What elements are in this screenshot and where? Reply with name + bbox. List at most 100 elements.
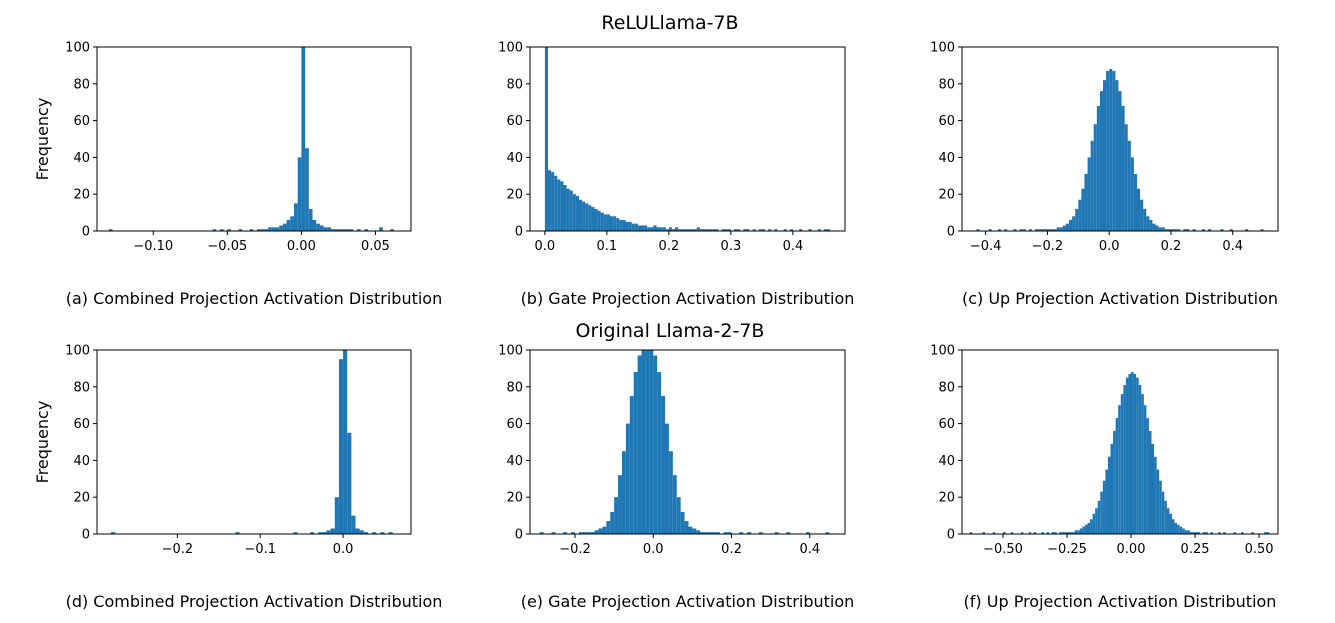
histogram-bar — [1146, 418, 1149, 534]
y-tick-label: 20 — [938, 188, 955, 203]
histogram-bar — [1171, 519, 1175, 534]
y-tick-label: 20 — [506, 188, 523, 203]
histogram-bar — [1245, 229, 1249, 231]
histogram-bar — [621, 451, 626, 534]
histogram-bar — [1035, 229, 1039, 231]
histogram-bar — [316, 223, 320, 231]
y-tick-label: 20 — [938, 491, 955, 506]
histogram-bar — [1136, 188, 1141, 231]
histogram-bar — [388, 532, 393, 534]
histogram-bar — [633, 372, 638, 534]
histogram-bar — [563, 185, 567, 231]
histogram-bar — [342, 229, 346, 231]
histogram-bar — [1100, 491, 1103, 534]
histogram-bar — [659, 227, 663, 231]
panel-caption: (c) Up Projection Activation Distributio… — [962, 289, 1278, 308]
x-tick-label: 0.25 — [1181, 542, 1210, 557]
histogram-bar — [1084, 173, 1088, 231]
histogram-bar — [297, 157, 302, 231]
histogram-bar — [680, 511, 685, 534]
histogram-bar — [805, 532, 810, 534]
histogram-bar — [305, 148, 309, 231]
histogram-bar — [671, 229, 676, 231]
y-tick-label: 0 — [947, 225, 955, 240]
histogram-bar — [1186, 229, 1190, 231]
histogram-bar — [1002, 532, 1006, 534]
histogram-bar — [649, 350, 654, 534]
histogram-bar — [681, 229, 685, 231]
histogram-bar — [547, 170, 552, 231]
histogram-bar — [1118, 91, 1122, 231]
histogram-bar — [743, 229, 747, 231]
histogram-bar — [1120, 394, 1124, 534]
y-tick-label: 20 — [73, 491, 90, 506]
axes-frame — [961, 349, 1279, 535]
histogram-bar — [330, 528, 335, 534]
bars — [539, 350, 830, 534]
histogram-bar — [727, 229, 731, 231]
x-tick-label: −0.2 — [162, 542, 194, 557]
histogram-bar — [1201, 229, 1205, 231]
histogram-bar — [1148, 430, 1152, 534]
histogram-bar — [672, 475, 677, 534]
histogram-bar — [746, 229, 750, 231]
histogram-bar — [1062, 225, 1066, 231]
histogram-bar — [1266, 532, 1270, 534]
histogram-bar — [1218, 532, 1221, 534]
histogram-bar — [625, 221, 629, 231]
histogram-bar — [706, 229, 710, 231]
histogram-bar — [634, 223, 638, 231]
histogram-bar — [569, 190, 573, 231]
histogram-bar — [1051, 532, 1055, 534]
x-tick-label: 0.2 — [721, 542, 742, 557]
histogram-bar — [619, 219, 623, 231]
histogram-bar — [256, 229, 261, 231]
histogram-bar — [1124, 124, 1128, 231]
y-tick-label: 100 — [65, 41, 90, 56]
bars — [111, 350, 393, 534]
histogram-bar — [1041, 532, 1044, 534]
axes-frame — [529, 46, 846, 232]
y-tick-label: 40 — [506, 151, 523, 166]
y-tick-label: 80 — [506, 380, 523, 395]
histogram-bar — [817, 229, 821, 231]
histogram-bar — [1046, 532, 1050, 534]
y-tick-label: 100 — [930, 344, 955, 359]
histogram-bar — [774, 229, 778, 231]
histogram-bar — [1127, 140, 1131, 231]
histogram-bar — [578, 532, 583, 534]
histogram-bar — [1241, 532, 1244, 534]
histogram-bar — [1107, 456, 1111, 534]
histogram-bar — [976, 229, 980, 231]
histogram-bar — [1167, 229, 1171, 231]
histogram-bar — [1020, 532, 1024, 534]
title-bottom: Original Llama-2-7B — [576, 320, 765, 342]
histogram-bar — [641, 350, 646, 534]
y-tick-label: 80 — [506, 77, 523, 92]
histogram-bar — [739, 532, 744, 534]
histogram-bar — [1041, 229, 1045, 231]
histogram-bar — [696, 227, 700, 231]
histogram-bar — [758, 532, 763, 534]
histogram-bar — [598, 528, 603, 534]
histogram-bar — [708, 532, 712, 534]
histogram-bar — [692, 528, 697, 534]
histogram-bar — [752, 229, 756, 231]
histogram-bar — [1202, 532, 1206, 534]
histogram-bar — [1069, 532, 1073, 534]
histogram-bar — [1205, 532, 1208, 534]
histogram-bar — [662, 227, 666, 231]
histogram-bar — [1143, 405, 1147, 534]
histogram-bar — [1169, 513, 1172, 534]
histogram-bar — [575, 196, 579, 231]
histogram-bar — [235, 532, 240, 534]
histogram-bar — [560, 181, 564, 231]
histogram-bar — [301, 47, 306, 231]
histogram-bar — [1130, 157, 1134, 231]
histogram-bar — [1133, 373, 1137, 534]
histogram-bar — [668, 227, 672, 231]
histogram-bar — [665, 229, 669, 231]
y-tick-label: 60 — [506, 417, 523, 432]
histogram-bar — [1123, 384, 1126, 534]
